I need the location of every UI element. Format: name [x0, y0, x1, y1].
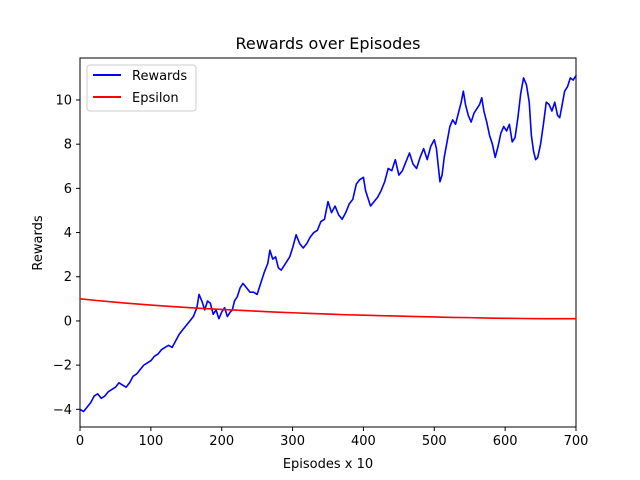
y-tick-label: −2	[53, 359, 72, 374]
y-axis: −4 −2 0 2 4 6 8 10	[53, 93, 80, 418]
series-line-rewards	[79, 74, 577, 413]
x-tick-label: 0	[76, 434, 84, 449]
legend-box	[86, 64, 197, 112]
plot-area	[79, 57, 577, 428]
series-line-epsilon	[79, 298, 577, 320]
legend-label-epsilon: Epsilon	[132, 91, 179, 106]
legend-label-rewards: Rewards	[132, 69, 187, 84]
x-tick-label: 300	[280, 434, 305, 449]
y-tick-label: 4	[64, 226, 72, 241]
chart-title: Rewards over Episodes	[236, 34, 421, 53]
y-tick-label: −4	[53, 403, 72, 418]
plot-frame	[79, 57, 577, 428]
y-tick-label: 10	[55, 93, 72, 108]
x-tick-label: 100	[138, 434, 163, 449]
x-tick-label: 700	[564, 434, 589, 449]
x-axis: 0 100 200 300 400 500 600 700	[76, 427, 589, 449]
y-tick-label: 8	[64, 138, 72, 153]
y-tick-label: 0	[64, 314, 72, 329]
x-tick-label: 600	[493, 434, 518, 449]
legend: Rewards Epsilon	[86, 64, 197, 112]
x-tick-label: 200	[209, 434, 234, 449]
x-tick-label: 400	[351, 434, 376, 449]
y-tick-label: 2	[64, 270, 72, 285]
y-axis-label: Rewards	[31, 215, 46, 270]
y-tick-label: 6	[64, 182, 72, 197]
series-layer	[79, 74, 577, 413]
x-axis-label: Episodes x 10	[283, 457, 373, 472]
x-tick-label: 500	[422, 434, 447, 449]
